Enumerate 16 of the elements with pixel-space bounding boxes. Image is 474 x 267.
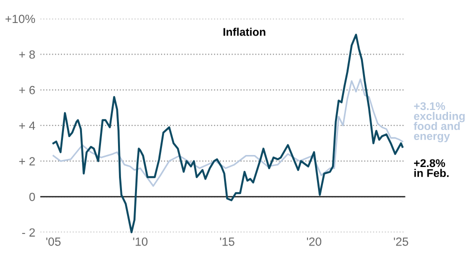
text: Inflation (224, 28, 266, 36)
x-tick-label: '05 (46, 237, 61, 246)
y-tick-label: +10% (5, 14, 36, 24)
x-tick-label: '25 (394, 237, 408, 246)
x-tick-label: '15 (220, 238, 234, 246)
annotation: +2.8% in Feb. (414, 159, 449, 178)
x-tick-label: '10 (133, 237, 148, 246)
line-series (52, 78, 404, 187)
x-tick-label: '20 (306, 237, 322, 246)
y-tick-label: 0 (29, 192, 35, 202)
y-tick-label: + 4 (19, 122, 36, 130)
y-tick-label: + 8 (19, 50, 35, 59)
y-tick-label: - 2 (22, 228, 35, 237)
y-tick-label: + 6 (19, 86, 35, 94)
y-tick-label: + 2 (19, 157, 35, 166)
annotation: +3.1% excluding food and energy (414, 102, 465, 142)
